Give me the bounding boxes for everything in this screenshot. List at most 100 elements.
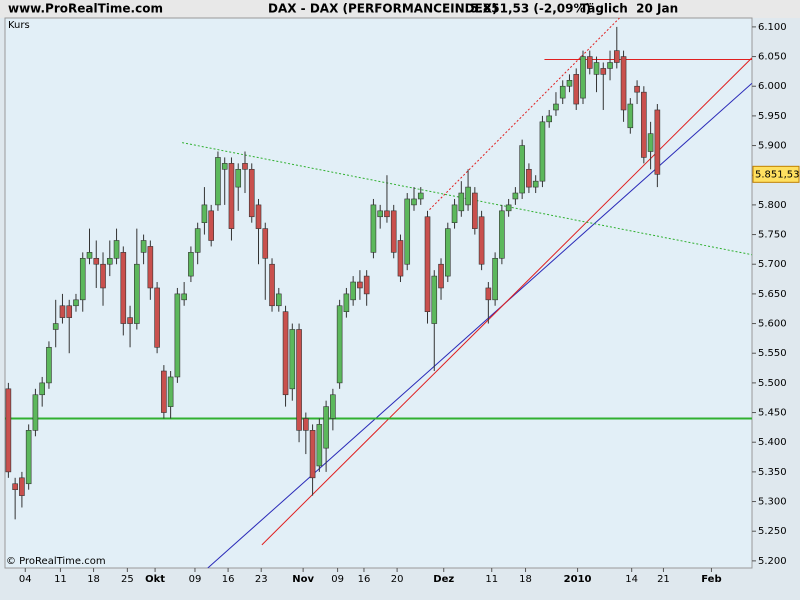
y-tick-label: 5.950	[758, 111, 787, 122]
candle-body	[208, 210, 214, 241]
candle-body	[431, 275, 438, 324]
candle-body	[235, 168, 242, 188]
candle-body	[12, 483, 18, 490]
candle-body	[620, 56, 627, 111]
candle-body	[532, 180, 539, 188]
candle-body	[106, 257, 113, 265]
candle-body	[5, 388, 12, 473]
last-quote: 5.851,53 (-2,09%)	[470, 2, 591, 16]
candle-body	[134, 263, 140, 324]
y-tick-label: 6.000	[758, 81, 787, 92]
candle-body	[248, 168, 255, 218]
candle-body	[424, 216, 431, 312]
candle-body	[228, 163, 235, 229]
candle-body	[377, 210, 383, 218]
candle-body	[167, 376, 174, 407]
x-tick-label: 11	[54, 574, 67, 585]
candle-body	[59, 305, 66, 318]
chart-title: DAX - DAX (PERFORMANCEINDEX)	[268, 2, 498, 16]
candle-body	[458, 192, 465, 212]
candle-body	[154, 287, 160, 348]
candle-body	[613, 50, 620, 63]
x-tick-label: 25	[121, 574, 134, 585]
candle-body	[296, 329, 302, 431]
x-tick-label: Nov	[292, 574, 314, 585]
candle-body	[86, 252, 93, 259]
candle-body	[465, 186, 471, 206]
candle-body	[269, 263, 275, 307]
candle-body	[600, 68, 607, 75]
y-tick-label: 5.650	[758, 289, 787, 300]
y-tick-label: 5.300	[758, 497, 787, 508]
candle-body	[25, 430, 32, 485]
x-tick-label: 04	[19, 574, 32, 585]
candle-body	[546, 115, 552, 123]
candle-body	[289, 329, 296, 390]
candle-body	[120, 252, 127, 324]
candle-body	[79, 257, 86, 301]
candle-body	[147, 246, 154, 289]
candle-body	[174, 293, 181, 378]
trend-line	[261, 57, 752, 546]
candle-body	[127, 317, 133, 324]
candle-body	[52, 323, 59, 330]
candle-body	[627, 103, 634, 129]
candle-body	[39, 382, 45, 396]
candle-body	[580, 56, 586, 99]
site: www.ProRealTime.com	[8, 2, 163, 16]
trend-line	[429, 18, 620, 210]
candle-body	[499, 210, 505, 259]
candle-body	[505, 204, 512, 212]
candle-body	[181, 293, 187, 301]
candle-body	[647, 133, 654, 152]
candle-body	[66, 305, 73, 318]
y-tick-label: 5.350	[758, 467, 787, 478]
candle-body	[93, 257, 100, 265]
last-price-box	[752, 165, 800, 183]
candle-body	[113, 240, 120, 259]
y-tick-label: 5.550	[758, 348, 787, 359]
candle-body	[201, 204, 208, 223]
candle-body	[384, 210, 390, 218]
candle-body	[242, 163, 248, 170]
y-tick-label: 5.200	[758, 556, 787, 567]
candle-body	[73, 299, 79, 307]
candle-body	[161, 370, 167, 413]
plot-area	[4, 17, 753, 569]
candle-body	[357, 281, 363, 289]
y-label: Kurs	[8, 20, 30, 31]
y-tick-label: 5.750	[758, 230, 787, 241]
y-tick-label: 5.900	[758, 141, 787, 152]
candle-body	[641, 91, 647, 158]
candle-body	[566, 79, 573, 87]
candle-body	[526, 168, 532, 188]
candle-body	[519, 145, 525, 194]
x-tick-label: 18	[519, 574, 532, 585]
candle-body	[586, 56, 593, 69]
copyright: © ProRealTime.com	[6, 556, 106, 567]
candle-body	[370, 204, 377, 253]
candle-body	[472, 192, 478, 229]
candle-body	[350, 281, 356, 301]
x-tick-label: 11	[485, 574, 498, 585]
candle-body	[316, 424, 323, 467]
candle-body	[654, 109, 661, 175]
period: Täglich 20 Jan	[580, 2, 678, 16]
trend-line	[207, 82, 752, 568]
x-tick-label: Okt	[145, 574, 165, 585]
candle-body	[559, 85, 566, 99]
candle-body	[140, 240, 147, 253]
x-tick-label: 16	[222, 574, 235, 585]
candle-body	[46, 346, 52, 384]
candle-body	[255, 204, 262, 229]
candle-body	[417, 192, 424, 200]
candle-body	[309, 430, 316, 479]
x-tick-label: Feb	[701, 574, 721, 585]
candle-body	[539, 121, 546, 182]
candle-body	[404, 198, 411, 265]
candle-body	[485, 287, 492, 301]
header-bar	[0, 0, 800, 18]
x-tick-label: Dez	[433, 574, 454, 585]
candle-body	[330, 394, 336, 419]
